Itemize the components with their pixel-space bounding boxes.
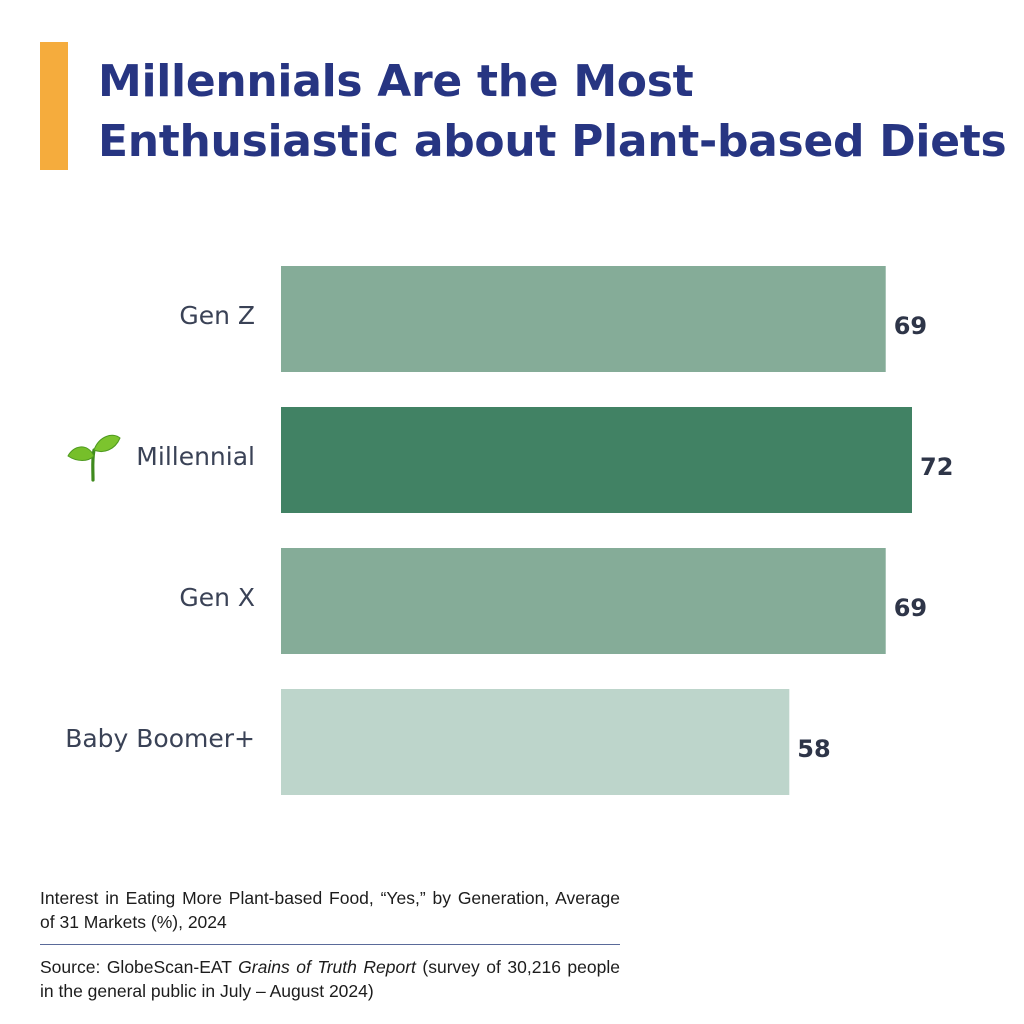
bar-baby-boomer: [281, 689, 790, 795]
chart-title: Millennials Are the Most Enthusiastic ab…: [98, 56, 1007, 167]
category-label-millennial: Millennial: [136, 442, 255, 471]
bar-millennial: [281, 407, 912, 513]
chart-caption: Interest in Eating More Plant-based Food…: [40, 888, 620, 932]
value-label-millennial: 72: [920, 453, 953, 481]
category-label-gen-x: Gen X: [179, 583, 255, 612]
value-label-gen-x: 69: [894, 594, 927, 622]
value-label-baby-boomer: 58: [797, 735, 830, 763]
category-label-gen-z: Gen Z: [179, 301, 255, 330]
bar-gen-z: [281, 266, 886, 372]
source-note: Source: GlobeScan-EAT Grains of Truth Re…: [40, 955, 620, 1003]
source-suffix: (survey of 30,216 people in the general …: [40, 957, 620, 1001]
value-label-gen-z: 69: [894, 312, 927, 340]
source-report-title: Grains of Truth Report: [238, 957, 416, 977]
footer-divider: [40, 944, 620, 945]
seedling-icon: [67, 434, 121, 482]
title-accent-bar: [40, 42, 68, 170]
source-prefix: Source: GlobeScan-EAT: [40, 957, 232, 977]
bar-gen-x: [281, 548, 886, 654]
category-label-baby-boomer: Baby Boomer+: [65, 724, 255, 753]
